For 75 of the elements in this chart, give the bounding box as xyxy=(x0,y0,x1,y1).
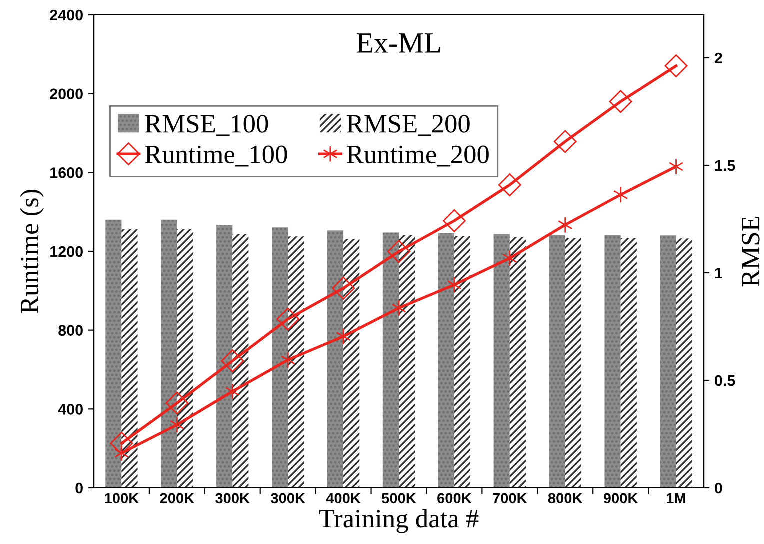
y-tick-label: 400 xyxy=(58,404,83,415)
legend-label: Runtime_200 xyxy=(347,146,489,167)
y-tick-label: 1200 xyxy=(50,246,83,258)
bar xyxy=(454,236,471,488)
y2-tick-label: 1 xyxy=(715,268,722,279)
bar xyxy=(232,234,249,488)
x-tick-label: 700K xyxy=(493,493,528,504)
bar xyxy=(327,230,344,488)
point xyxy=(110,432,134,455)
point xyxy=(502,250,518,267)
y-tick-label: 2400 xyxy=(50,10,83,21)
bar xyxy=(494,234,510,488)
point xyxy=(614,186,628,204)
bar xyxy=(604,234,621,488)
bar xyxy=(272,228,288,488)
point xyxy=(447,276,462,294)
point xyxy=(280,352,296,368)
y-axis-title: Runtime (s) xyxy=(20,190,44,314)
x-tick-label: 400K xyxy=(326,493,361,504)
bar xyxy=(161,220,178,488)
y2-tick-label: 0 xyxy=(715,482,722,494)
y-tick-label: 2000 xyxy=(50,88,83,100)
bar xyxy=(620,238,637,488)
bar xyxy=(510,237,526,488)
bar xyxy=(438,233,454,488)
x-tick-label: 300K xyxy=(216,493,250,504)
bar xyxy=(549,234,566,488)
x-tick-label: 200K xyxy=(160,493,194,504)
x-tick-label: 300K xyxy=(270,493,306,504)
bar xyxy=(660,236,676,488)
legend-label: Runtime_100 xyxy=(145,146,288,167)
point xyxy=(166,392,189,415)
legend-label: RMSE_100 xyxy=(145,115,268,136)
point xyxy=(114,444,130,462)
y2-tick-label: 0.5 xyxy=(715,375,736,386)
x-axis-title: Training data # xyxy=(319,509,479,534)
x-tick-label: 600K xyxy=(438,493,472,504)
point xyxy=(276,308,300,331)
y2-tick-label: 2 xyxy=(714,52,722,64)
point xyxy=(558,216,573,234)
y-tick-label: 0 xyxy=(76,482,83,494)
point xyxy=(225,383,240,400)
point xyxy=(442,209,466,232)
bar xyxy=(565,238,582,488)
point xyxy=(668,158,684,176)
x-tick-label: 500K xyxy=(382,493,416,504)
bar xyxy=(676,238,692,488)
point xyxy=(609,90,632,114)
y2-tick-label: 1.5 xyxy=(715,160,736,172)
bar xyxy=(382,232,399,488)
point xyxy=(221,350,244,373)
bar xyxy=(177,229,194,488)
point xyxy=(664,54,688,78)
bar xyxy=(106,220,122,488)
bar xyxy=(216,225,233,488)
point xyxy=(388,240,410,264)
point xyxy=(170,416,184,434)
point xyxy=(336,328,351,345)
bar xyxy=(344,239,360,488)
point xyxy=(554,130,577,154)
chart-title: Ex-ML xyxy=(356,34,440,53)
point xyxy=(332,276,356,300)
point xyxy=(392,300,406,317)
bar xyxy=(399,235,416,488)
x-tick-label: 800K xyxy=(548,493,583,504)
bar xyxy=(288,236,304,488)
x-tick-label: 100K xyxy=(105,493,140,504)
y-tick-label: 800 xyxy=(58,325,83,336)
x-tick-label: 1M xyxy=(667,493,686,504)
x-tick-label: 900K xyxy=(604,493,638,504)
legend-label: RMSE_200 xyxy=(347,115,470,136)
point xyxy=(498,174,522,197)
bar xyxy=(122,229,138,488)
y-tick-label: 1600 xyxy=(50,168,83,178)
y2-axis-title: RMSE xyxy=(742,216,760,287)
